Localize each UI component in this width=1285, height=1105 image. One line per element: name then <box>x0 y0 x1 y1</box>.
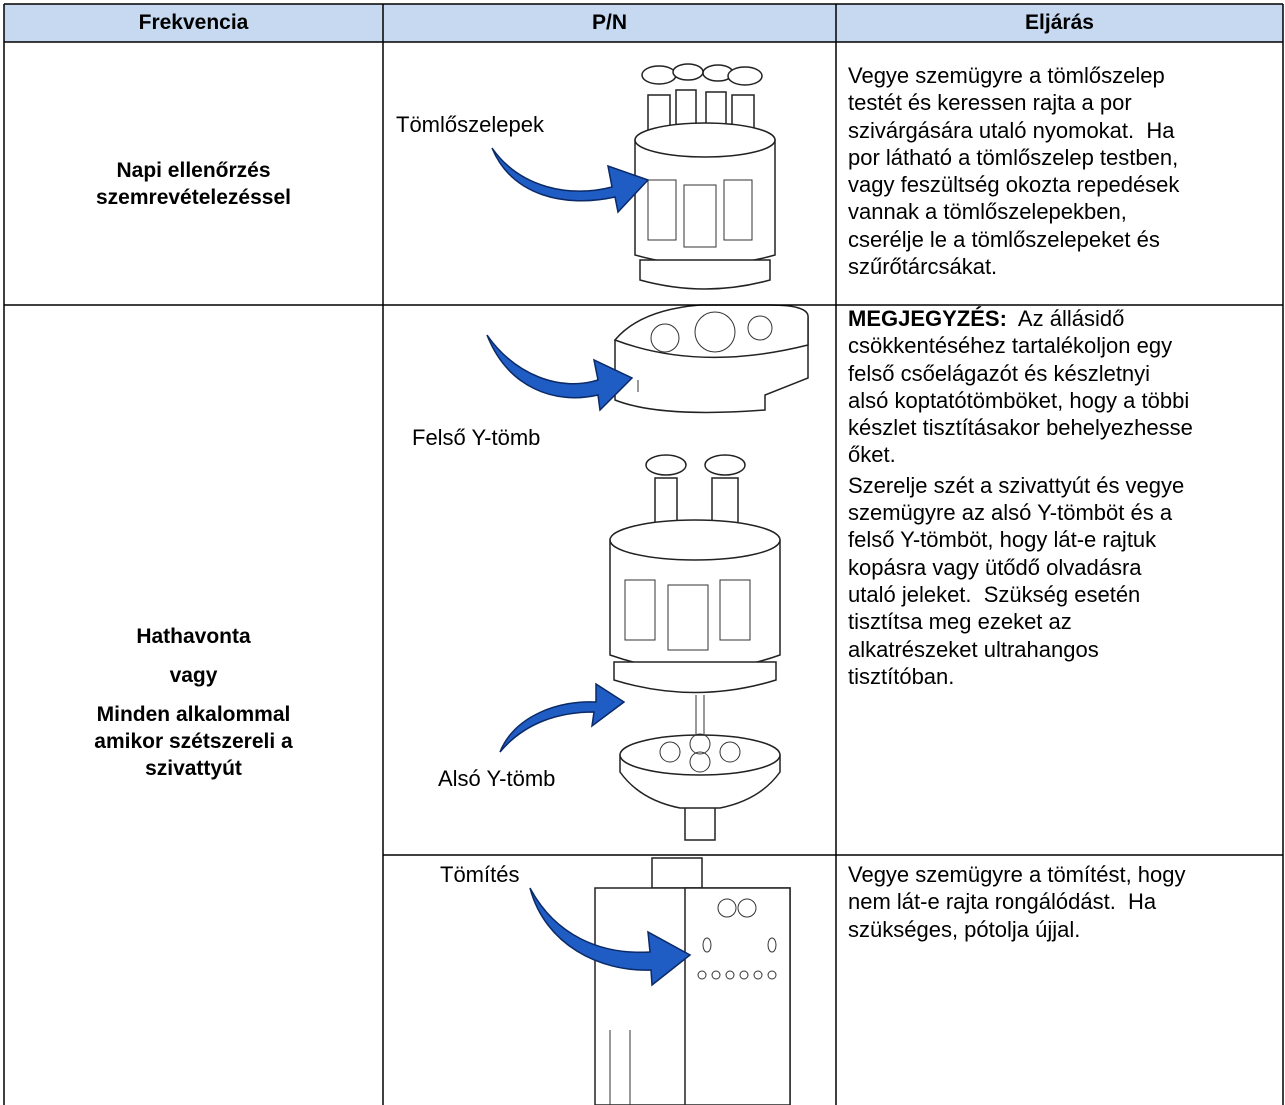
text-line: tisztítóban. <box>848 663 955 689</box>
text-line: alkatrészeket ultrahangos <box>848 636 1099 662</box>
header-cell: Eljárás <box>1025 11 1094 34</box>
text-line: szűrőtárcsákat. <box>848 254 998 280</box>
header-row <box>4 4 1283 42</box>
image-label: Felső Y-tömb <box>412 425 541 450</box>
text-line: tisztítsa meg ezeket az <box>848 609 1072 635</box>
procedure-cell: MEGJEGYZÉS: Az állásidő csökkentéséhez ta… <box>848 305 1280 690</box>
arrow <box>499 682 626 753</box>
text-line: nem lát-e rajta rongálódást. Ha <box>848 889 1157 915</box>
text-line: Hathavonta <box>136 625 251 648</box>
valve-assembly <box>634 63 776 290</box>
paragraph: Napi ellenőrzés szemrevételezéssel <box>4 157 383 211</box>
text-line: Napi ellenőrzés <box>116 159 271 182</box>
lower-y-block <box>619 733 781 841</box>
frequency-cell: Napi ellenőrzés szemrevételezéssel <box>4 157 383 211</box>
paragraph: Vegye szemügyre a tömlőszelep testét és k… <box>848 62 1280 280</box>
paragraph: Minden alkalommal amikor szétszereli a szi… <box>4 701 383 782</box>
text-line: szivattyút <box>145 757 242 780</box>
paragraph: Vegye szemügyre a tömítést, hogy nem lát-… <box>848 861 1280 943</box>
header-cell: P/N <box>591 11 627 34</box>
text-line: vagy feszültség okozta repedések <box>848 172 1180 198</box>
text-line: kopásra vagy ütődő olvadásra <box>848 554 1142 580</box>
upper-y-block <box>613 304 809 414</box>
text-line: felső Y-tömböt, hogy lát-e rajtuk <box>848 527 1157 553</box>
paragraph: MEGJEGYZÉS: Az állásidő csökkentéséhez ta… <box>848 305 1280 469</box>
pump-housing <box>594 857 791 1105</box>
image-label: Alsó Y-tömb <box>438 766 556 791</box>
text-line: felső csőelágazót és készletnyi <box>848 360 1151 386</box>
procedure-cell: Vegye szemügyre a tömlőszelep testét és k… <box>848 62 1280 280</box>
text-line: Minden alkalommal <box>96 703 291 726</box>
arrow <box>529 887 692 987</box>
arrow <box>486 334 634 412</box>
paragraph: Hathavonta <box>4 623 383 650</box>
arrow <box>491 147 650 214</box>
procedure-cell: Vegye szemügyre a tömítést, hogy nem lát-… <box>848 861 1280 943</box>
text-line: Szerelje szét a szivattyút és vegye <box>848 472 1185 498</box>
text-line: por látható a tömlőszelep testben, <box>848 144 1179 170</box>
text-line: Vegye szemügyre a tömlőszelep <box>848 63 1165 88</box>
paragraph: Szerelje szét a szivattyút és vegye szemü… <box>848 472 1280 690</box>
text-line: vagy <box>169 664 218 687</box>
text-line: szükséges, pótolja újjal. <box>848 916 1081 942</box>
text-line: szemügyre az alsó Y-tömböt és a <box>848 500 1173 526</box>
table-borders <box>3 3 1284 1105</box>
text-line: cserélje le a tömlőszelepeket és <box>848 226 1160 252</box>
text-line: készlet tisztításakor behelyezhesse <box>848 415 1193 441</box>
text-line: csökkentéséhez tartalékoljon egy <box>848 333 1173 359</box>
text-run: Az állásidő <box>1006 306 1125 331</box>
header-cell: Frekvencia <box>138 11 249 34</box>
text-line: testét és keressen rajta a por <box>848 90 1132 116</box>
image-label: Tömítés <box>440 862 520 887</box>
note-label: MEGJEGYZÉS: <box>848 306 1007 331</box>
text-line: szemrevételezéssel <box>96 186 291 209</box>
text-line: vannak a tömlőszelepekben, <box>848 199 1127 225</box>
valve-assembly <box>609 454 781 745</box>
text-line: MEGJEGYZÉS: Az állásidő <box>848 305 1280 332</box>
text-line: utaló jeleket. Szükség esetén <box>848 581 1141 607</box>
text-line: szivárgására utaló nyomokat. Ha <box>848 117 1175 143</box>
image-label: Tömlőszelepek <box>396 112 544 137</box>
text-line: alsó koptatótömböket, hogy a többi <box>848 387 1190 413</box>
paragraph: vagy <box>4 662 383 689</box>
frequency-cell: Hathavonta vagy Minden alkalommal amikor sz… <box>4 623 383 782</box>
text-line: őket. <box>848 442 896 468</box>
text-line: Vegye szemügyre a tömítést, hogy <box>848 862 1186 887</box>
text-line: amikor szétszereli a <box>94 730 293 753</box>
